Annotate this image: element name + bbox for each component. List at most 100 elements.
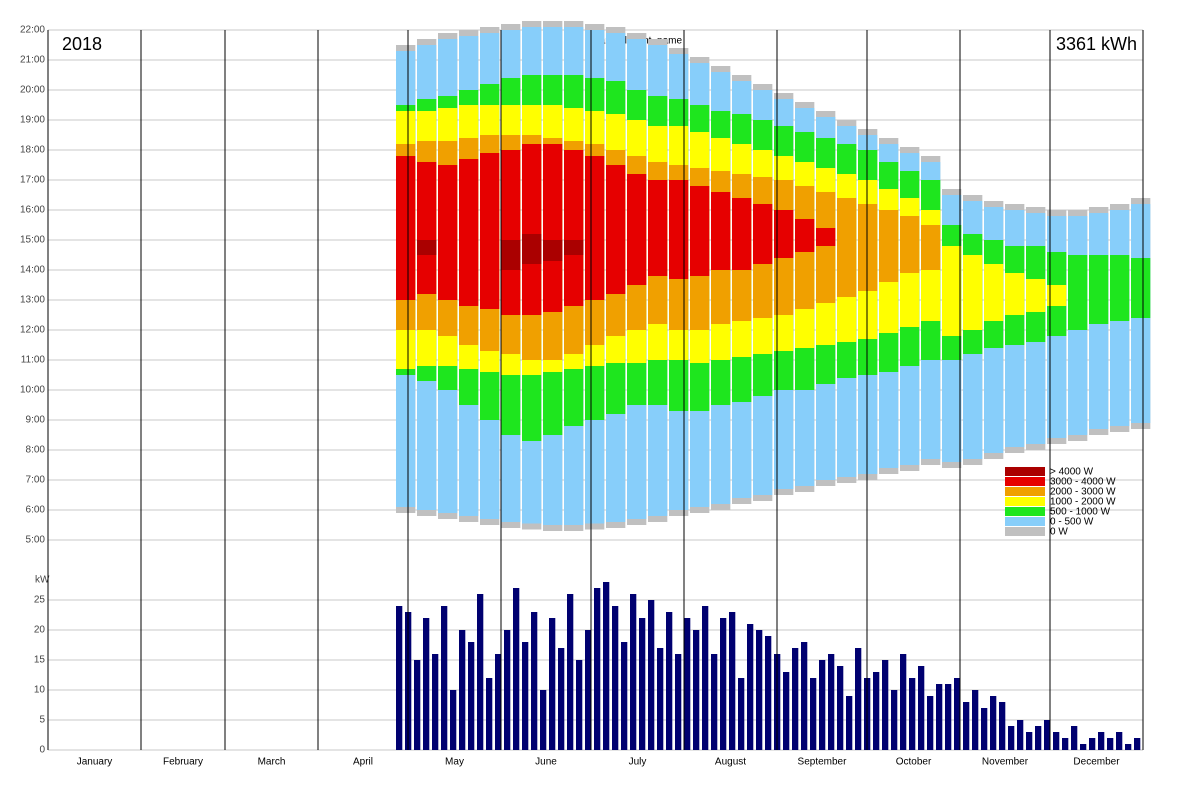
x-tick-label: February [163,757,203,768]
bar [468,642,475,750]
marks [396,21,1151,750]
bar [1008,726,1015,750]
total-label: 3361 kWh [1056,34,1137,54]
range-bar [480,153,500,309]
legend-swatch [1005,517,1045,526]
bar [738,678,745,750]
range-bar [1131,258,1151,318]
range-bar [774,210,794,258]
bar [1089,738,1096,750]
y-tick-label: 15 [34,655,46,666]
bar [765,636,772,750]
legend-swatch [1005,487,1045,496]
bar [711,654,718,750]
y-tick-label: 5 [39,715,45,726]
range-bar [690,186,710,276]
bar [549,618,556,750]
bar [927,696,934,750]
bar [396,606,403,750]
bar [846,696,853,750]
bar [963,702,970,750]
range-bar [543,144,563,312]
y-axis-label: kW [35,575,50,586]
bar [900,654,907,750]
range-bar [396,156,416,300]
y-tick-label: 15:00 [20,235,45,246]
y-tick-label: 12:00 [20,325,45,336]
y-tick-label: 20 [34,625,46,636]
range-bar [942,246,962,336]
y-tick-label: 9:00 [26,415,46,426]
bar [810,678,817,750]
bar [702,606,709,750]
range-bar [984,264,1004,321]
bar [648,600,655,750]
range-bar [459,159,479,306]
range-bar [837,198,857,297]
range-bar [795,219,815,252]
x-tick-label: July [629,757,647,768]
range-bar [816,192,836,303]
x-tick-label: August [715,757,746,768]
bar [747,624,754,750]
bar [945,684,952,750]
bar [684,618,691,750]
bar [531,612,538,750]
bar [1107,738,1114,750]
bar [414,660,421,750]
legend-swatch [1005,507,1045,516]
y-tick-label: 7:00 [26,475,46,486]
y-tick-label: 0 [39,745,45,756]
bar [882,660,889,750]
bar [756,630,763,750]
bar [1017,720,1024,750]
legend-swatch [1005,527,1045,536]
bar [576,660,583,750]
bar [504,630,511,750]
y-tick-label: 25 [34,595,46,606]
range-bar [543,240,563,261]
bar [612,606,619,750]
range-bar [816,228,836,246]
x-tick-label: November [982,757,1029,768]
range-bar [1089,255,1109,324]
bar [639,618,646,750]
bar [873,672,880,750]
y-tick-label: 17:00 [20,175,45,186]
bar [423,618,430,750]
bar [675,654,682,750]
bar [801,642,808,750]
range-bar [501,150,521,315]
legend-label: 1000 - 2000 W [1050,497,1116,508]
bar [891,690,898,750]
range-bar [606,165,626,294]
range-bar [753,204,773,264]
bar [1134,738,1141,750]
range-bar [711,192,731,270]
y-tick-label: 18:00 [20,145,45,156]
legend-swatch [1005,477,1045,486]
range-bar [921,225,941,270]
bar [1071,726,1078,750]
bar [729,612,736,750]
range-bar [858,204,878,291]
x-tick-label: December [1073,757,1120,768]
y-tick-label: 22:00 [20,25,45,36]
bar [585,630,592,750]
bar [1062,738,1069,750]
x-tick-label: March [258,757,286,768]
x-tick-label: October [896,757,932,768]
bar [855,648,862,750]
bar [621,642,628,750]
bar [486,678,493,750]
bar [441,606,448,750]
range-bar [417,240,437,255]
range-bar [522,234,542,264]
range-bar [1026,279,1046,312]
range-bar [564,240,584,255]
bar [693,630,700,750]
range-bar [501,240,521,270]
range-bar [648,180,668,276]
y-tick-label: 6:00 [26,505,46,516]
bar [1080,744,1087,750]
